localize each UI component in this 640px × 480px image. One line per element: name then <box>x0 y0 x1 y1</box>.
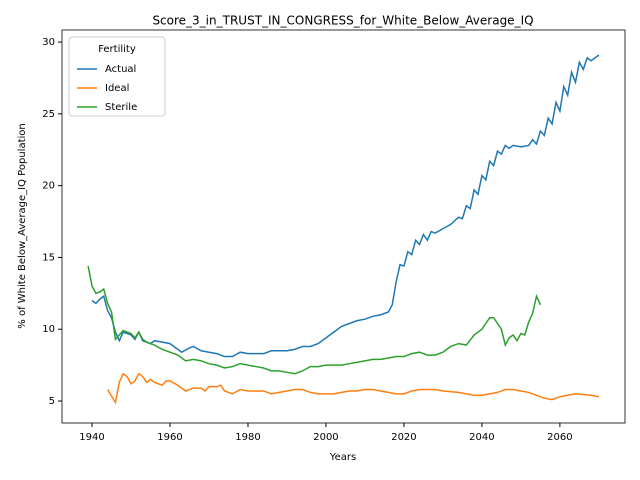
x-tick-label: 1980 <box>235 432 260 443</box>
x-tick-label: 2040 <box>469 432 494 443</box>
x-tick-label: 1940 <box>79 432 104 443</box>
series-line <box>91 54 600 358</box>
y-tick-label: 15 <box>42 252 55 263</box>
series-line <box>106 372 600 405</box>
legend-label: Sterile <box>105 102 137 113</box>
legend-box <box>68 36 166 117</box>
x-tick-label: 2000 <box>313 432 338 443</box>
legend-label: Ideal <box>105 83 129 94</box>
chart-title: Score_3_in_TRUST_IN_CONGRESS_for_White_B… <box>152 14 533 28</box>
x-tick-label: 2060 <box>547 432 572 443</box>
y-tick-label: 30 <box>42 37 55 48</box>
y-tick-label: 5 <box>49 396 55 407</box>
x-tick-label: 2020 <box>391 432 416 443</box>
y-tick-label: 20 <box>42 181 55 192</box>
plot-frame <box>61 29 626 424</box>
y-tick-label: 25 <box>42 109 55 120</box>
legend-label: Actual <box>105 64 136 75</box>
series-line <box>87 265 542 375</box>
legend-title: Fertility <box>98 44 136 55</box>
x-axis-label: Years <box>329 452 356 463</box>
x-tick-label: 1960 <box>157 432 182 443</box>
y-tick-label: 10 <box>42 324 55 335</box>
y-axis-label: % of White Below_Average_IQ Population <box>17 123 28 328</box>
